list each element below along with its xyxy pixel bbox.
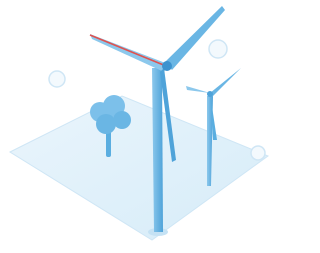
page: [0, 0, 320, 253]
bubble: [49, 71, 65, 87]
bubble: [251, 146, 265, 160]
ground-plane: [10, 96, 268, 240]
bubble: [209, 40, 227, 58]
wind-turbine-illustration: [0, 0, 272, 253]
